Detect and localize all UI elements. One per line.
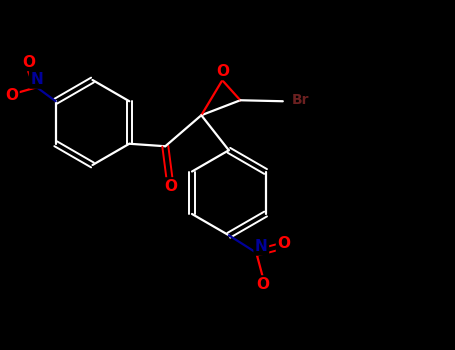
Text: O: O (23, 55, 35, 70)
Text: O: O (5, 88, 18, 103)
Text: O: O (216, 64, 229, 79)
Text: O: O (277, 236, 290, 251)
Text: N: N (255, 239, 268, 254)
Text: Br: Br (292, 93, 309, 107)
Text: N: N (30, 72, 43, 87)
Text: O: O (164, 179, 177, 194)
Text: O: O (256, 277, 269, 292)
